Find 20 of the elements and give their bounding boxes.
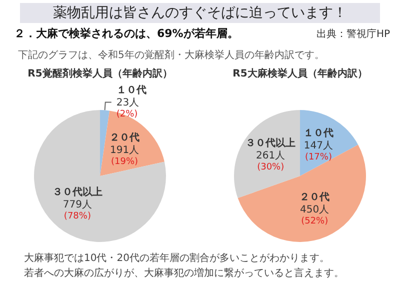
data-label: 23人 (2%) [116, 98, 140, 120]
slice-label: ２０代 [110, 132, 140, 144]
source-note: 出典：警視庁HP [316, 28, 390, 41]
data-label: 191人 (19%) [110, 145, 140, 168]
data-label: 147人 (17%) [304, 140, 333, 163]
data-label: 779人 (78%) [62, 200, 92, 222]
text: 若者への大麻の広がりが、大麻事犯の増加に繋がっていると言えます。 [24, 266, 345, 281]
slice-label: １０代 [116, 84, 146, 96]
chart-title: R5大麻検挙人員（年齢内訳） [232, 68, 368, 80]
text: 薬物乱用は皆さんのすぐそばに迫っています！ [20, 3, 380, 23]
chart-title: R5覚醒剤検挙人員（年齢内訳） [28, 68, 172, 80]
text: 大麻事犯では10代・20代の若年層の割合が多いことがわかります。 [24, 252, 330, 266]
data-label: 261人 (30%) [256, 150, 286, 173]
text: ２．大麻で検挙されるのは、69%が若年層。 [14, 26, 238, 41]
data-label: 450人 (52%) [300, 204, 330, 226]
text: 下記のグラフは、令和5年の覚醒剤・大麻検挙人員の年齢内訳です。 [18, 50, 324, 61]
slice-label: １０代 [303, 127, 334, 140]
slice-label: ２０代 [300, 190, 330, 203]
slice-label: ３０代以上 [52, 186, 102, 198]
slice-label: ３０代以上 [246, 137, 296, 150]
